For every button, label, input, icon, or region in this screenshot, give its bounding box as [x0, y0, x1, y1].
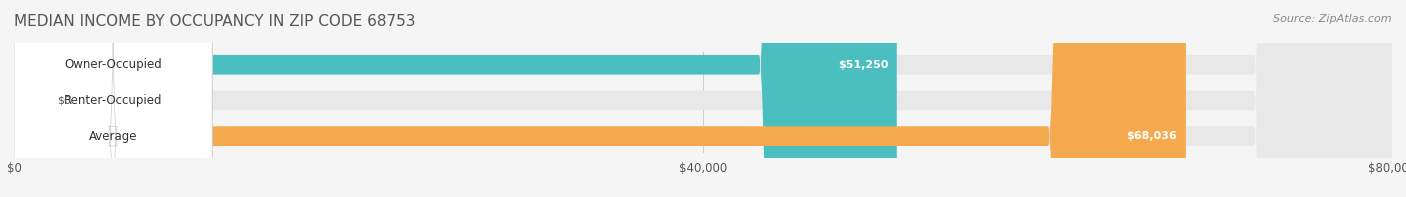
FancyBboxPatch shape [0, 0, 152, 197]
FancyBboxPatch shape [14, 0, 897, 197]
FancyBboxPatch shape [14, 0, 212, 197]
Text: $68,036: $68,036 [1126, 131, 1177, 141]
Text: $51,250: $51,250 [838, 60, 889, 70]
FancyBboxPatch shape [14, 0, 1392, 197]
FancyBboxPatch shape [14, 0, 1392, 197]
FancyBboxPatch shape [14, 0, 1185, 197]
FancyBboxPatch shape [14, 0, 1392, 197]
FancyBboxPatch shape [14, 0, 212, 197]
Text: Source: ZipAtlas.com: Source: ZipAtlas.com [1274, 14, 1392, 24]
Text: $0: $0 [58, 96, 72, 105]
FancyBboxPatch shape [14, 0, 212, 197]
Text: Owner-Occupied: Owner-Occupied [65, 58, 162, 71]
Text: Average: Average [89, 130, 138, 143]
Text: MEDIAN INCOME BY OCCUPANCY IN ZIP CODE 68753: MEDIAN INCOME BY OCCUPANCY IN ZIP CODE 6… [14, 14, 416, 29]
Text: Renter-Occupied: Renter-Occupied [63, 94, 162, 107]
